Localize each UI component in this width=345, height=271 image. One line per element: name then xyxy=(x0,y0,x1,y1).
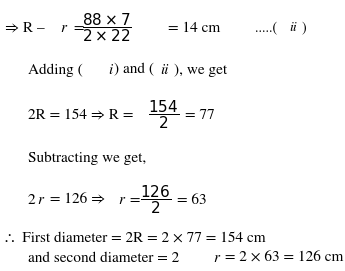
Text: ii: ii xyxy=(160,63,168,77)
Text: .....(: .....( xyxy=(255,21,277,35)
Text: r: r xyxy=(60,21,66,35)
Text: ii: ii xyxy=(289,22,297,34)
Text: =: = xyxy=(126,193,140,207)
Text: = 63: = 63 xyxy=(177,193,207,207)
Text: ), we get: ), we get xyxy=(174,63,227,77)
Text: Subtracting we get,: Subtracting we get, xyxy=(28,151,146,165)
Text: ): ) xyxy=(302,21,307,35)
Text: ⇒ R –: ⇒ R – xyxy=(5,21,49,35)
Text: = 77: = 77 xyxy=(185,108,215,122)
Text: Adding (: Adding ( xyxy=(28,63,83,77)
Text: $\dfrac{126}{2}$: $\dfrac{126}{2}$ xyxy=(140,184,171,216)
Text: r: r xyxy=(118,193,124,207)
Text: ∴  First diameter = 2R = 2 × 77 = 154 cm: ∴ First diameter = 2R = 2 × 77 = 154 cm xyxy=(5,231,266,245)
Text: ) and (: ) and ( xyxy=(114,63,154,77)
Text: $\dfrac{154}{2}$: $\dfrac{154}{2}$ xyxy=(148,99,179,131)
Text: r: r xyxy=(37,193,43,207)
Text: = 126 ⇒: = 126 ⇒ xyxy=(46,193,109,207)
Text: and second diameter = 2: and second diameter = 2 xyxy=(28,251,179,265)
Text: i: i xyxy=(108,63,112,77)
Text: $\dfrac{88\times7}{2\times22}$: $\dfrac{88\times7}{2\times22}$ xyxy=(82,12,132,44)
Text: 2: 2 xyxy=(28,193,36,207)
Text: = 14 cm: = 14 cm xyxy=(168,21,220,35)
Text: 2R = 154 ⇒ R =: 2R = 154 ⇒ R = xyxy=(28,108,134,122)
Text: = 2 × 63 = 126 cm: = 2 × 63 = 126 cm xyxy=(221,251,343,265)
Text: =: = xyxy=(70,21,85,35)
Text: r: r xyxy=(213,251,219,265)
